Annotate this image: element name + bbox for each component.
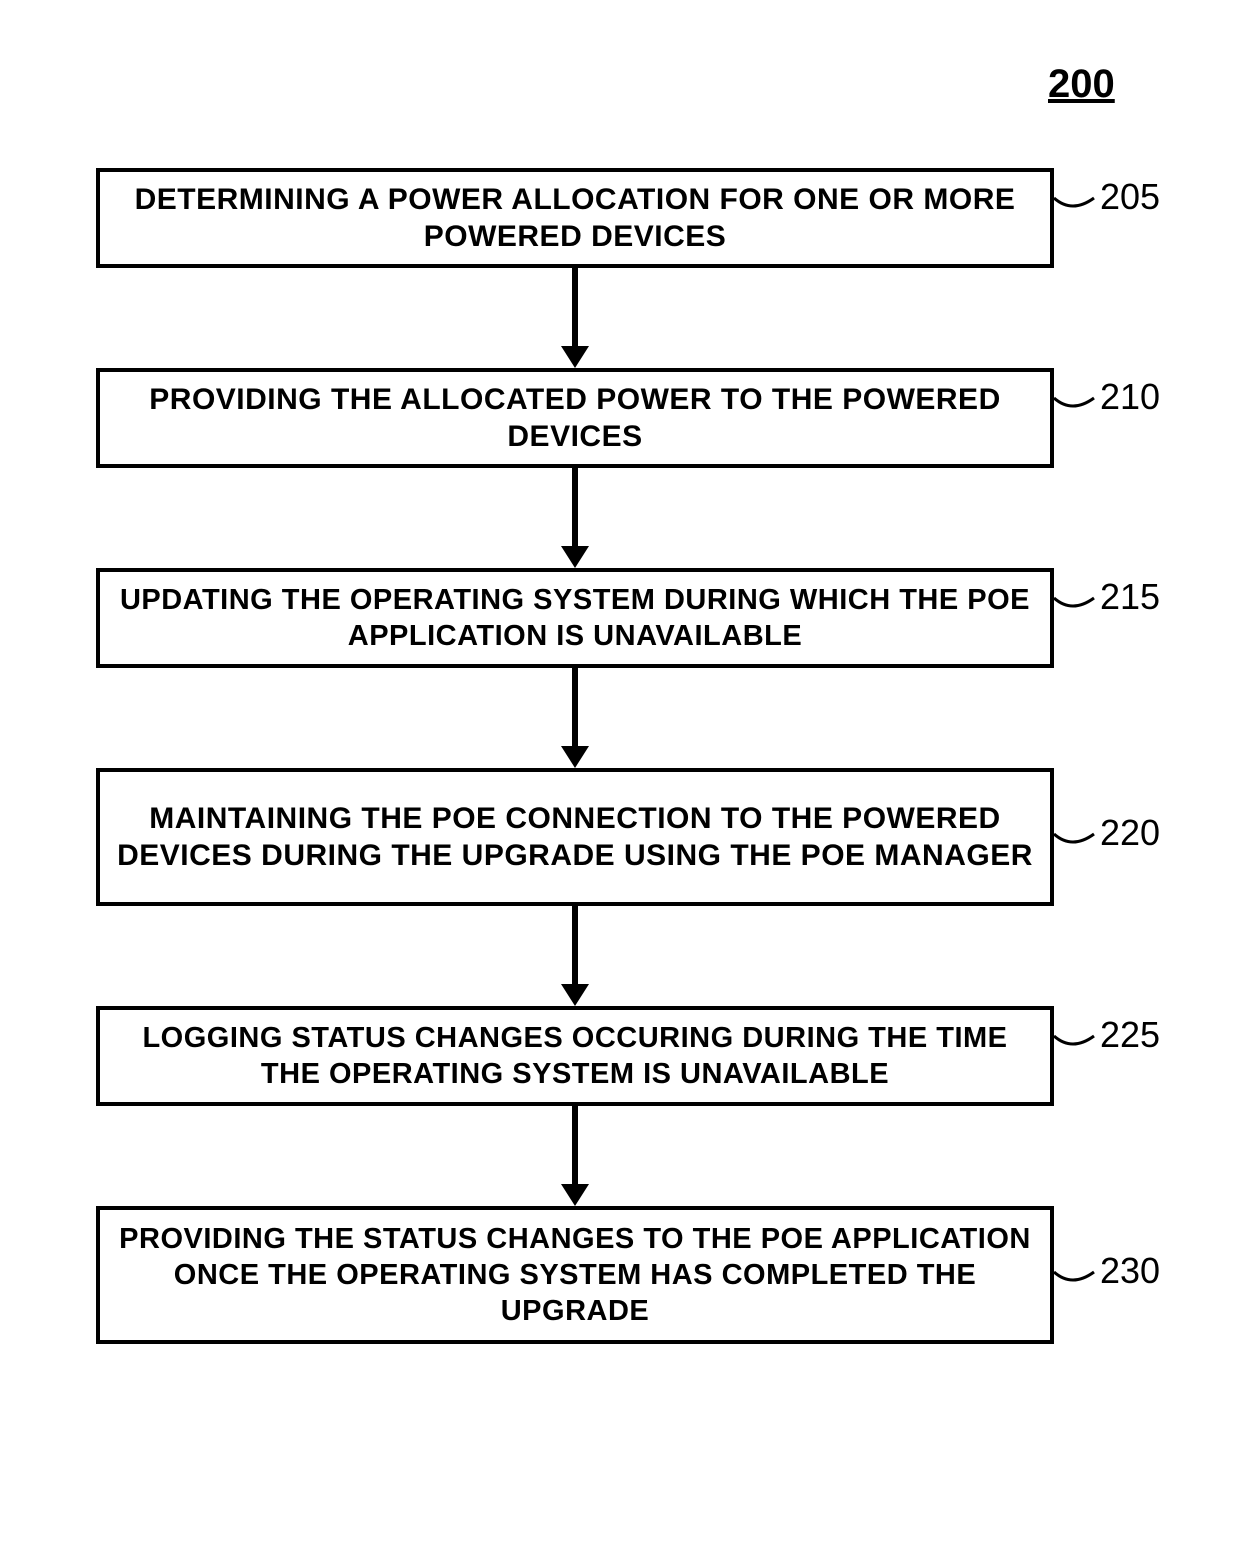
arrow-3-head bbox=[561, 984, 589, 1006]
arrow-0-head bbox=[561, 346, 589, 368]
arrow-1-head bbox=[561, 546, 589, 568]
step-210-text: PROVIDING THE ALLOCATED POWER TO THE POW… bbox=[112, 381, 1038, 456]
arrow-0-line bbox=[572, 268, 578, 348]
arrow-1-line bbox=[572, 468, 578, 548]
arrow-4-line bbox=[572, 1106, 578, 1186]
step-220-text: MAINTAINING THE POE CONNECTION TO THE PO… bbox=[112, 800, 1038, 875]
step-215-text: UPDATING THE OPERATING SYSTEM DURING WHI… bbox=[112, 582, 1038, 655]
step-205-text: DETERMINING A POWER ALLOCATION FOR ONE O… bbox=[112, 181, 1038, 256]
step-215-label: 215 bbox=[1100, 576, 1160, 618]
step-210-box: PROVIDING THE ALLOCATED POWER TO THE POW… bbox=[96, 368, 1054, 468]
step-225-label: 225 bbox=[1100, 1014, 1160, 1056]
step-225-text: LOGGING STATUS CHANGES OCCURING DURING T… bbox=[112, 1020, 1038, 1093]
arrow-2-head bbox=[561, 746, 589, 768]
step-230-label: 230 bbox=[1100, 1250, 1160, 1292]
step-205-box: DETERMINING A POWER ALLOCATION FOR ONE O… bbox=[96, 168, 1054, 268]
step-230-text: PROVIDING THE STATUS CHANGES TO THE POE … bbox=[112, 1221, 1038, 1330]
flowchart-canvas: 200 DETERMINING A POWER ALLOCATION FOR O… bbox=[0, 0, 1240, 1553]
step-225-leader bbox=[1052, 1034, 1096, 1054]
step-210-leader bbox=[1052, 396, 1096, 416]
step-225-box: LOGGING STATUS CHANGES OCCURING DURING T… bbox=[96, 1006, 1054, 1106]
step-215-box: UPDATING THE OPERATING SYSTEM DURING WHI… bbox=[96, 568, 1054, 668]
step-230-box: PROVIDING THE STATUS CHANGES TO THE POE … bbox=[96, 1206, 1054, 1344]
step-220-box: MAINTAINING THE POE CONNECTION TO THE PO… bbox=[96, 768, 1054, 906]
figure-number: 200 bbox=[1048, 62, 1115, 107]
arrow-4-head bbox=[561, 1184, 589, 1206]
step-215-leader bbox=[1052, 596, 1096, 616]
step-220-leader bbox=[1052, 832, 1096, 852]
step-205-label: 205 bbox=[1100, 176, 1160, 218]
arrow-2-line bbox=[572, 668, 578, 748]
step-230-leader bbox=[1052, 1270, 1096, 1290]
arrow-3-line bbox=[572, 906, 578, 986]
step-210-label: 210 bbox=[1100, 376, 1160, 418]
step-220-label: 220 bbox=[1100, 812, 1160, 854]
step-205-leader bbox=[1052, 196, 1096, 216]
